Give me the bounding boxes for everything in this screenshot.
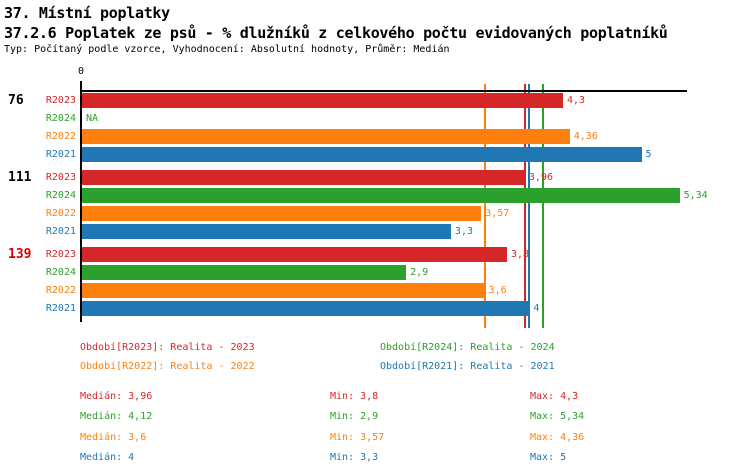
- bar-value-label: 5: [645, 149, 652, 160]
- legend-item: Období[R2024]: Realita - 2024: [380, 342, 555, 353]
- series-label: R2022: [45, 285, 76, 296]
- axis-zero-tick: [80, 81, 82, 90]
- legend-item: Období[R2021]: Realita - 2021: [380, 361, 555, 372]
- stat-min: Min: 3,8: [330, 391, 379, 402]
- bar-r2021: [82, 224, 451, 239]
- series-label: R2021: [45, 149, 76, 160]
- bar-value-label: 4,3: [567, 95, 586, 106]
- series-label: R2021: [45, 226, 76, 237]
- bar-value-label: NA: [86, 113, 99, 124]
- bar-value-label: 3,8: [510, 249, 530, 260]
- bar-r2021: [82, 301, 530, 316]
- legend-item: Období[R2023]: Realita - 2023: [80, 342, 255, 353]
- bar-r2021: [82, 147, 642, 162]
- stat-max: Max: 4,3: [530, 391, 579, 402]
- bar-r2022: [82, 129, 570, 144]
- legend-item: Období[R2022]: Realita - 2022: [80, 361, 255, 372]
- stat-min: Min: 3,57: [330, 432, 385, 443]
- series-label: R2023: [45, 172, 76, 183]
- series-label: R2023: [45, 95, 76, 106]
- page-title: 37. Místní poplatky: [4, 4, 170, 22]
- plot-area: 0 76 R2023 4,3 R2024 NA R2022 4,36 R2021 5 111 R20…: [8, 66, 708, 328]
- series-label: R2021: [45, 303, 76, 314]
- stat-max: Max: 5,34: [530, 411, 585, 422]
- axis-top-line: [81, 90, 687, 92]
- bar-value-label: 5,34: [683, 190, 708, 201]
- group-label: 76: [8, 93, 24, 108]
- stat-median: Medián: 3,96: [80, 391, 153, 402]
- stat-max: Max: 4,36: [530, 432, 585, 443]
- bar-r2022: [82, 283, 485, 298]
- bar-r2024: [82, 188, 680, 203]
- series-label: R2022: [45, 208, 76, 219]
- bar-value-label: 3,6: [488, 285, 507, 296]
- group-label: 111: [8, 170, 32, 185]
- group-label: 139: [8, 247, 32, 262]
- bar-r2024: [82, 265, 407, 280]
- bar-value-label: 4: [533, 303, 540, 314]
- series-label: R2024: [45, 113, 76, 124]
- series-label: R2024: [45, 267, 76, 278]
- axis-zero-tick-label: 0: [77, 66, 85, 77]
- bar-r2023: [82, 170, 525, 185]
- chart-subtitle: 37.2.6 Poplatek ze psů - % dlužníků z ce…: [4, 24, 668, 42]
- stat-median: Medián: 4: [80, 452, 135, 463]
- stat-max: Max: 5: [530, 452, 567, 463]
- median-line-r2021: [528, 84, 531, 328]
- bar-r2023: [82, 247, 507, 262]
- chart-meta: Typ: Počítaný podle vzorce, Vyhodnocení:…: [4, 44, 450, 55]
- series-label: R2022: [45, 131, 76, 142]
- bar-value-label: 3,96: [528, 172, 553, 183]
- stat-median: Medián: 4,12: [80, 411, 153, 422]
- median-line-r2023: [523, 84, 526, 328]
- series-label: R2023: [45, 249, 76, 260]
- bar-value-label: 3,57: [485, 208, 510, 219]
- bar-r2022: [82, 206, 482, 221]
- bar-value-label: 2,9: [410, 267, 429, 278]
- bar-value-label: 3,3: [454, 226, 473, 237]
- median-line-r2024: [541, 84, 544, 328]
- median-line-r2022: [483, 84, 486, 328]
- axis-baseline: [80, 90, 82, 322]
- bar-value-label: 4,36: [573, 131, 598, 142]
- stat-median: Medián: 3,6: [80, 432, 147, 443]
- stat-min: Min: 2,9: [330, 411, 379, 422]
- stat-min: Min: 3,3: [330, 452, 379, 463]
- series-label: R2024: [45, 190, 76, 201]
- bar-r2023: [82, 93, 564, 108]
